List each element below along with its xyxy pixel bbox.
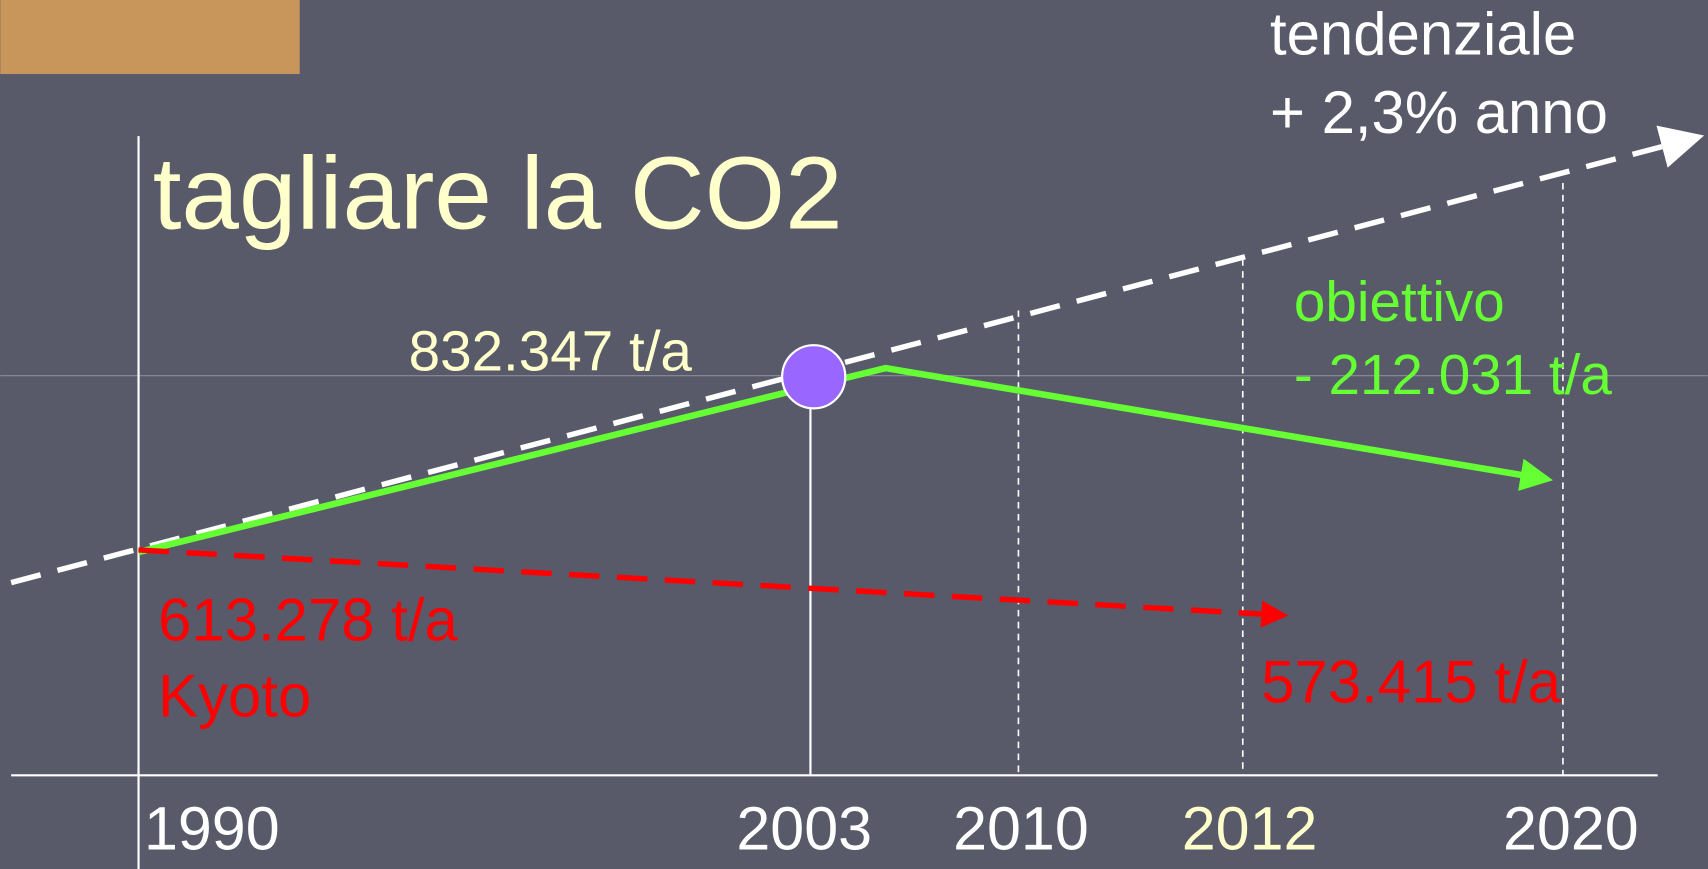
year-label: 2012: [1182, 794, 1318, 862]
objective-label: - 212.031 t/a: [1294, 343, 1612, 406]
trend-label: + 2,3% anno: [1270, 79, 1608, 146]
year-label: 1990: [144, 794, 280, 862]
baseline-label: Kyoto: [158, 663, 311, 730]
slide: tagliare la CO2 832.347 t/a tendenziale …: [0, 0, 1708, 869]
year-label: 2003: [736, 794, 872, 862]
year-label: 2020: [1503, 794, 1639, 862]
title: tagliare la CO2: [153, 135, 843, 251]
objective-label: obiettivo: [1294, 270, 1505, 333]
target-label: 573.415 t/a: [1261, 648, 1561, 715]
baseline-label: 613.278 t/a: [158, 586, 458, 653]
trend-label: tendenziale: [1270, 0, 1576, 67]
thumbnail-image: [0, 0, 299, 74]
peak-label: 832.347 t/a: [409, 319, 693, 382]
page: tagliare la CO2 832.347 t/a tendenziale …: [0, 0, 1708, 869]
peak-marker: [782, 345, 845, 408]
year-label: 2010: [953, 794, 1089, 862]
